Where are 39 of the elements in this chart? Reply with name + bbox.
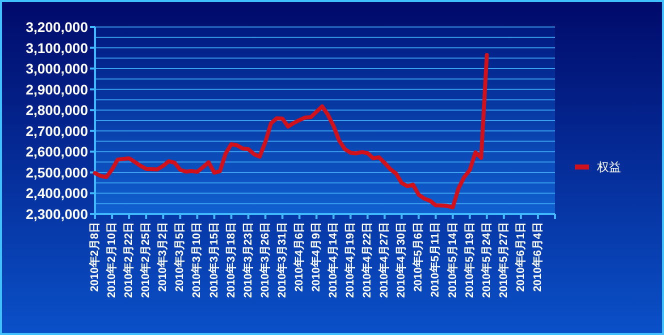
x-tick-label: 2010年3月23日 [241, 222, 254, 298]
x-tick-label: 2010年4月6日 [292, 222, 306, 292]
line-series [93, 53, 489, 210]
y-tick-label: 2,500,000 [26, 164, 88, 180]
x-tick-label: 2010年5月24日 [480, 222, 493, 298]
x-tick-label: 2010年5月27日 [496, 222, 510, 298]
x-tick-label: 2010年2月8日 [88, 222, 101, 292]
x-tick-label: 2010年5月14日 [446, 222, 459, 298]
x-tick-label: 2010年4月9日 [309, 222, 322, 292]
y-tick-label: 2,800,000 [26, 102, 88, 118]
x-tick-label: 2010年4月19日 [344, 222, 357, 298]
x-tick-label: 2010年5月19日 [462, 222, 476, 298]
legend-label: 权益 [596, 160, 621, 174]
x-tick-label: 2010年3月15日 [207, 222, 220, 298]
x-tick-label: 2010年4月22日 [360, 222, 374, 298]
x-tick-label: 2010年4月27日 [378, 222, 391, 298]
y-tick-label: 3,200,000 [26, 19, 88, 35]
x-tick-label: 2010年5月6日 [412, 222, 425, 292]
x-tick-label: 2010年4月14日 [326, 222, 340, 298]
x-tick-label: 2010年6月4日 [530, 222, 544, 292]
y-tick-label: 2,400,000 [26, 185, 88, 202]
x-tick-label: 2010年4月30日 [394, 222, 408, 298]
x-tick-label: 2010年6月1日 [514, 222, 527, 292]
x-tick-label: 2010年3月5日 [173, 222, 186, 292]
x-tick-label: 2010年3月26日 [258, 222, 272, 298]
x-tick-label: 2010年3月18日 [224, 222, 238, 298]
y-tick-label: 2,300,000 [26, 206, 88, 222]
x-tick-label: 2010年3月31日 [275, 222, 288, 298]
y-tick-label: 3,000,000 [26, 60, 88, 77]
y-tick-label: 2,700,000 [26, 122, 88, 139]
x-tick-label: 2010年2月25日 [139, 222, 152, 298]
y-tick-label: 2,600,000 [26, 144, 88, 160]
y-tick-label: 3,100,000 [26, 40, 88, 56]
x-tick-label: 2010年5月11日 [428, 222, 442, 298]
x-tick-label: 2010年3月10日 [190, 222, 204, 298]
x-tick-label: 2010年2月22日 [122, 222, 136, 298]
x-tick-label: 2010年2月10日 [105, 222, 118, 298]
x-tick-label: 2010年3月2日 [156, 222, 170, 292]
y-tick-label: 2,900,000 [26, 81, 88, 98]
